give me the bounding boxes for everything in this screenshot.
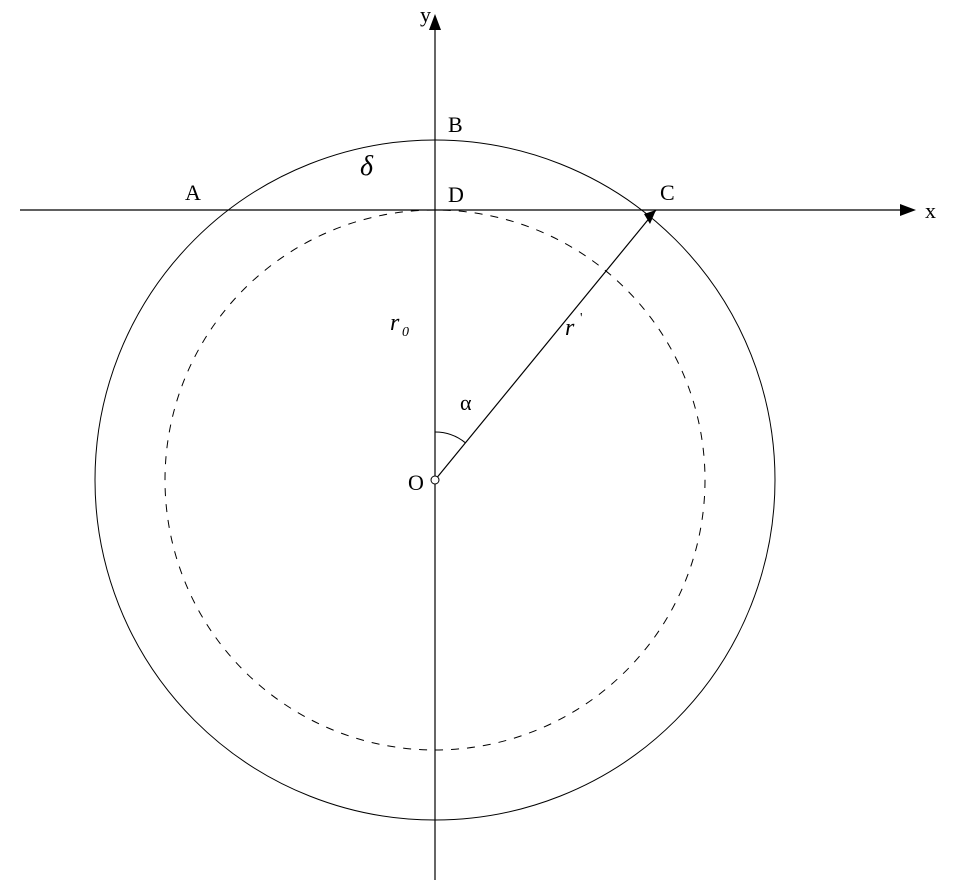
label-x-axis: x [925, 198, 936, 223]
label-delta: δ [360, 151, 374, 182]
angle-arc [435, 432, 465, 443]
label-rprime-sup: ' [580, 311, 583, 326]
radius-oc [435, 210, 656, 480]
label-rprime: r [565, 315, 575, 341]
origin-marker [431, 476, 439, 484]
x-axis-arrow [900, 204, 916, 216]
label-r0-sub: 0 [402, 325, 409, 340]
label-O: O [408, 470, 424, 495]
label-D: D [448, 182, 464, 207]
label-r0: r [390, 310, 400, 336]
geometry-diagram: x y A B C D O δ α r 0 r ' [0, 0, 954, 893]
label-B: B [448, 112, 463, 137]
label-A: A [185, 180, 201, 205]
label-y-axis: y [420, 2, 431, 27]
label-C: C [660, 180, 675, 205]
label-alpha: α [460, 390, 472, 415]
